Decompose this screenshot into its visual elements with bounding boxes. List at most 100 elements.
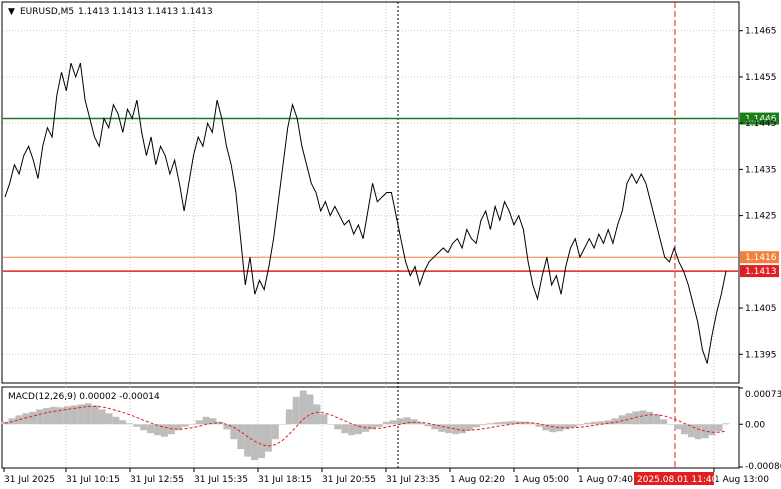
macd-bar	[535, 424, 543, 427]
macd-bar	[604, 420, 612, 425]
macd-bar	[258, 424, 265, 459]
macd-bar	[285, 409, 293, 425]
macd-bar	[597, 421, 605, 425]
macd-bar	[542, 424, 550, 431]
time-label: 31 Jul 23:35	[386, 475, 440, 485]
macd-bar	[306, 394, 314, 425]
macd-bar	[389, 420, 397, 425]
macd-bar	[639, 410, 647, 425]
horizontal-grid	[3, 30, 738, 355]
macd-bar	[618, 415, 626, 425]
price-tick-label: 1.1435	[745, 165, 777, 175]
orange-level-label: 1.1416	[745, 253, 777, 263]
price-tick-label: 1.1455	[745, 73, 777, 83]
macd-tick-label: -0.00086	[745, 462, 781, 472]
time-label: 1 Aug 07:40	[578, 475, 633, 485]
price-tick-label: 1.1425	[745, 212, 777, 222]
macd-bar	[29, 411, 37, 425]
macd-bar	[167, 424, 175, 435]
time-label: 31 Jul 10:15	[66, 475, 120, 485]
macd-bar	[375, 424, 383, 427]
macd-bar	[98, 409, 106, 425]
macd-bar	[646, 411, 654, 425]
macd-bar	[161, 424, 168, 437]
macd-bar	[147, 424, 154, 434]
price-axis: 1.1465 1.1455 1.1445 1.1435 1.1425 1.1405 1.13…	[739, 27, 777, 360]
header-dropdown-icon[interactable]: ▼	[8, 7, 15, 17]
macd-bar	[583, 422, 591, 425]
macd-bar	[625, 413, 633, 425]
macd-bar	[188, 424, 196, 425]
macd-bar	[251, 424, 258, 461]
macd-bar	[715, 424, 723, 432]
macd-bar	[278, 424, 286, 425]
macd-bar	[459, 424, 466, 434]
macd-bar	[341, 424, 349, 434]
macd-bar	[653, 414, 661, 425]
macd-bar	[473, 424, 480, 428]
macd-bar	[528, 422, 536, 425]
macd-bar	[556, 424, 564, 432]
macd-bar	[722, 423, 730, 425]
macd-bar	[36, 409, 44, 425]
symbol-label: EURUSD,M5	[20, 7, 74, 17]
macd-bar	[77, 404, 85, 425]
time-label: 31 Jul 12:55	[130, 475, 184, 485]
macd-bar	[611, 418, 619, 425]
macd-bar	[22, 413, 30, 425]
macd-bar	[237, 424, 245, 450]
macd-bar	[417, 422, 425, 425]
macd-bar	[563, 424, 570, 430]
macd-bar	[681, 424, 688, 435]
macd-axis: 0.00073 0.00 -0.00086	[739, 387, 781, 472]
macd-bar	[202, 416, 210, 425]
macd-bar	[174, 424, 182, 431]
macd-bar	[112, 416, 120, 425]
macd-bar	[396, 418, 404, 425]
red-level-label-bg	[740, 265, 779, 278]
macd-bar	[244, 424, 252, 457]
macd-bar	[195, 420, 203, 425]
price-tick-label: 1.1395	[745, 350, 777, 360]
macd-bar	[181, 424, 189, 427]
macd-bar	[570, 424, 577, 428]
macd-bar	[84, 403, 92, 425]
price-series-line	[4, 62, 727, 364]
macd-bar	[43, 407, 51, 425]
macd-bar	[334, 424, 342, 430]
macd-bar	[431, 424, 439, 430]
macd-bar	[15, 415, 23, 425]
time-label: 31 Jul 18:15	[258, 475, 312, 485]
ohlc-label: 1.1413 1.1413 1.1413 1.1413	[78, 7, 213, 17]
macd-bar	[105, 413, 113, 425]
macd-bar	[445, 424, 453, 434]
macd-tick-label: 0.00	[745, 420, 765, 430]
macd-bar	[500, 421, 508, 425]
macd-bar	[126, 423, 134, 425]
macd-tick-label: 0.00073	[745, 390, 781, 400]
macd-bar	[660, 419, 668, 425]
macd-bar	[119, 420, 127, 425]
macd-bar	[57, 407, 64, 425]
macd-bar	[348, 424, 356, 436]
time-highlight-bg	[634, 472, 714, 485]
macd-bar	[355, 424, 362, 435]
price-panel-frame	[1, 1, 740, 384]
macd-bar	[230, 424, 238, 440]
macd-bar	[674, 424, 681, 430]
macd-bar	[632, 411, 640, 425]
macd-bar	[694, 424, 702, 440]
macd-bar	[403, 417, 411, 425]
macd-bar	[479, 424, 487, 426]
orange-level-label-bg	[740, 251, 779, 264]
time-axis: 31 Jul 2025 31 Jul 10:15 31 Jul 12:55 31 Ju…	[3, 468, 769, 485]
macd-bar	[507, 421, 515, 425]
macd-bar	[140, 424, 148, 431]
macd-bar	[209, 418, 217, 425]
macd-bar	[701, 424, 709, 439]
macd-bar	[91, 405, 99, 425]
green-level-label: 1.1446	[745, 115, 777, 125]
macd-bar	[265, 424, 272, 452]
macd-bar	[64, 406, 71, 425]
